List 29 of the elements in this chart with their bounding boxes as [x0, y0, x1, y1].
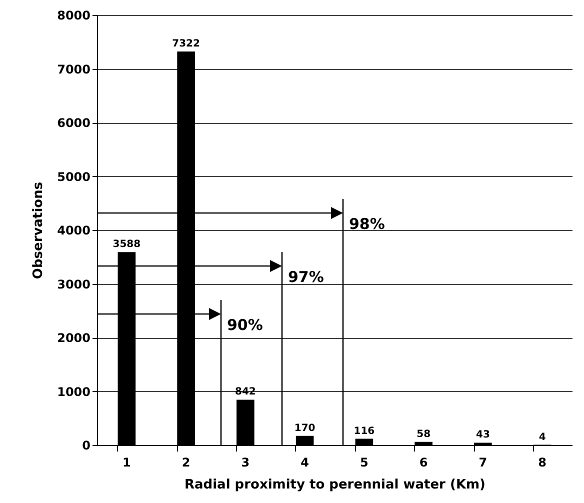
- x-tick-label: 1: [122, 456, 131, 470]
- y-tick-label: 4000: [57, 224, 90, 238]
- data-label: 170: [294, 422, 316, 434]
- x-axis-title: Radial proximity to perennial water (Km): [184, 478, 486, 492]
- x-tick-label: 2: [182, 456, 190, 470]
- data-label: 7322: [172, 38, 200, 50]
- x-tick-label: 8: [538, 456, 546, 470]
- y-tick-label: 8000: [57, 8, 90, 22]
- annotation: 97%: [288, 268, 324, 286]
- y-tick-label: 2000: [57, 331, 90, 345]
- data-label: 116: [354, 426, 375, 437]
- y-tick-label: 6000: [57, 116, 90, 130]
- x-tick-label: 6: [419, 456, 428, 470]
- x-tick-label: 3: [241, 456, 250, 470]
- data-label: 43: [476, 430, 490, 441]
- y-tick-label: 5000: [57, 170, 90, 184]
- x-tick-label: 5: [360, 456, 368, 470]
- y-tick-label: 0: [82, 438, 90, 452]
- y-axis-title: Observations: [31, 182, 46, 280]
- annotation: 98%: [349, 215, 385, 233]
- data-label: 58: [416, 428, 431, 440]
- y-tick-label: 3000: [57, 277, 90, 292]
- data-label: 4: [538, 432, 546, 443]
- y-tick-label: 1000: [57, 384, 90, 399]
- x-tick-label: 4: [300, 456, 309, 470]
- data-label: 3588: [112, 239, 141, 250]
- y-tick-label: 7000: [57, 62, 90, 76]
- x-tick-label: 7: [478, 456, 488, 470]
- annotation: 90%: [227, 316, 263, 334]
